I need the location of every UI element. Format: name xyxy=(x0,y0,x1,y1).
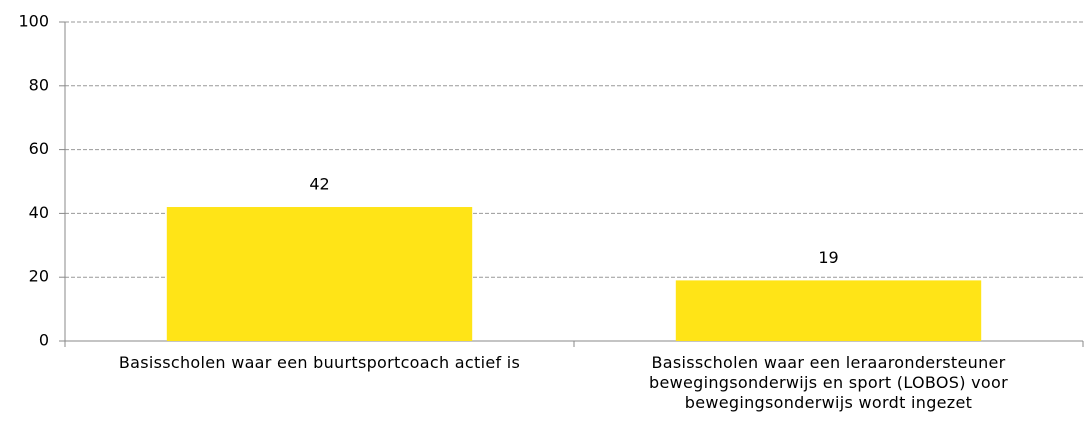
y-tick-label: 40 xyxy=(29,203,49,222)
x-tick-label: Basisscholen waar een leraarondersteuner… xyxy=(649,353,1008,412)
x-tick-label: Basisscholen waar een buurtsportcoach ac… xyxy=(118,353,521,372)
bar xyxy=(166,207,473,341)
y-tick-label: 0 xyxy=(39,331,49,350)
y-tick-label: 100 xyxy=(18,12,49,31)
y-tick-label: 20 xyxy=(29,267,49,286)
y-tick-label: 80 xyxy=(29,75,49,94)
bar xyxy=(675,280,982,341)
data-label: 42 xyxy=(309,175,329,194)
data-label: 19 xyxy=(818,248,838,267)
y-tick-label: 60 xyxy=(29,139,49,158)
